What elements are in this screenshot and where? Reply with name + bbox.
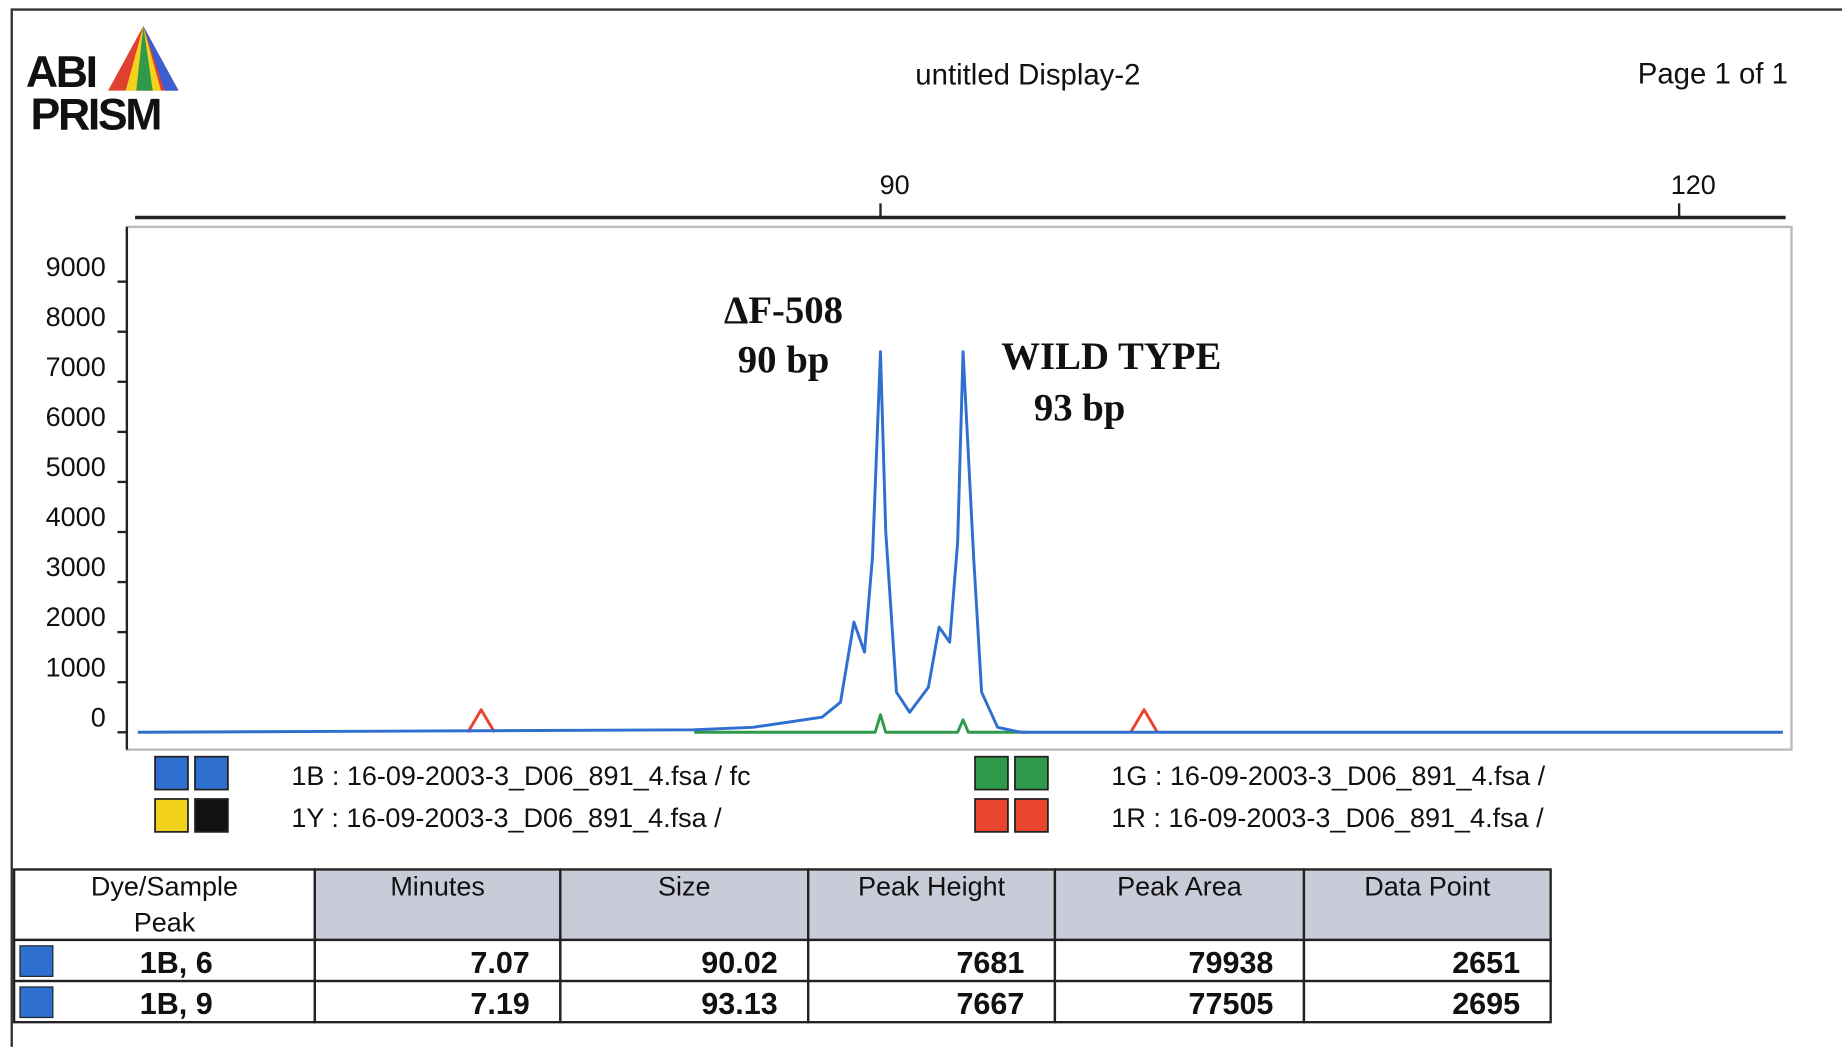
table-header-cell — [1053, 868, 1306, 942]
table-cell — [807, 979, 1057, 1024]
table-header-cell — [313, 868, 562, 942]
y-tick-label: 5000 — [46, 452, 106, 482]
legend-label: 1Y : 16-09-2003-3_D06_891_4.fsa / — [291, 803, 722, 833]
peak-annotation: 93 bp — [1034, 387, 1126, 430]
trace-line — [694, 713, 1027, 734]
legend-label: 1R : 16-09-2003-3_D06_891_4.fsa / — [1111, 803, 1544, 833]
legend-swatch — [194, 755, 229, 791]
legend-swatch — [154, 798, 189, 833]
logo-text: ABI — [26, 48, 96, 97]
table-cell-text: 7681 — [956, 946, 1024, 980]
table-cell — [1302, 938, 1552, 983]
legend-swatch — [194, 798, 229, 833]
x-tick-label: 120 — [1671, 170, 1716, 200]
table-header: Minutes — [390, 871, 485, 901]
table-cell — [559, 938, 810, 983]
legend-swatch — [974, 798, 1009, 833]
table-cell — [313, 979, 562, 1024]
table-cell — [1053, 979, 1306, 1024]
table-cell-text: 7.07 — [470, 946, 529, 980]
table-header: Dye/Sample — [91, 871, 238, 901]
table-cell-text: 7.19 — [470, 987, 529, 1021]
peak-annotation: WILD TYPE — [1001, 335, 1221, 378]
y-tick-label: 4000 — [46, 502, 106, 532]
logo: ABI PRISM — [26, 25, 179, 139]
table-header: Peak Area — [1117, 871, 1243, 901]
y-tick-label: 0 — [91, 702, 106, 732]
y-tick-label: 8000 — [46, 302, 106, 332]
legend-swatch — [154, 755, 189, 791]
table-header: Peak Height — [858, 871, 1006, 901]
table-cell-text: 1B, 6 — [140, 946, 213, 980]
report-title: untitled Display-2 — [915, 59, 1140, 92]
y-tick-label: 2000 — [46, 602, 106, 632]
table-cell-text: 77505 — [1189, 987, 1274, 1021]
y-tick-label: 1000 — [46, 652, 106, 682]
legend-swatch — [974, 755, 1009, 791]
table-header-cell — [1302, 868, 1552, 942]
y-tick-label: 7000 — [46, 352, 106, 382]
legend-swatch — [1014, 798, 1049, 833]
table-cell-text: 93.13 — [701, 987, 777, 1021]
peak-annotation: 90 bp — [738, 339, 830, 382]
row-swatch — [19, 945, 54, 977]
y-tick-label: 6000 — [46, 402, 106, 432]
trace-line — [137, 350, 1783, 734]
logo-text: PRISM — [31, 90, 161, 139]
table-cell — [1302, 979, 1552, 1024]
legend-swatch — [1014, 755, 1049, 791]
table-header-cell — [12, 868, 317, 942]
page-number: Page 1 of 1 — [1638, 58, 1788, 91]
table-cell — [1053, 938, 1306, 983]
table-header: Data Point — [1364, 871, 1491, 901]
row-swatch — [19, 986, 54, 1019]
table-header-cell — [559, 868, 810, 942]
trace-line — [466, 708, 1159, 734]
table-cell — [313, 938, 562, 983]
peak-annotation: ΔF-508 — [724, 289, 843, 332]
legend-label: 1B : 16-09-2003-3_D06_891_4.fsa / fc — [291, 761, 750, 791]
y-tick-label: 9000 — [46, 252, 106, 282]
table-cell — [807, 938, 1057, 983]
table-cell-text: 1B, 9 — [140, 987, 213, 1021]
x-tick-label: 90 — [880, 170, 910, 200]
logo-prism — [136, 25, 153, 91]
table-cell-text: 7667 — [956, 987, 1024, 1021]
table-cell-text: 2651 — [1452, 946, 1520, 980]
table-header: Size — [658, 871, 711, 901]
table-cell-text: 90.02 — [701, 946, 777, 980]
legend-label: 1G : 16-09-2003-3_D06_891_4.fsa / — [1111, 761, 1545, 791]
table-cell — [559, 979, 810, 1024]
page-border — [10, 8, 1842, 1047]
table-cell-text: 79938 — [1189, 946, 1274, 980]
table-cell-text: 2695 — [1452, 987, 1520, 1021]
y-tick-label: 3000 — [46, 552, 106, 582]
table-header: Peak — [134, 908, 196, 938]
table-cell — [12, 938, 317, 983]
